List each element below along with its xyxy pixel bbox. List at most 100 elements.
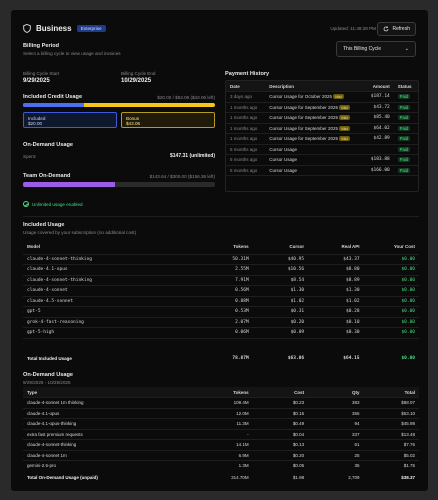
included-value: $20.00 <box>28 121 43 126</box>
payment-amount: $43.72 <box>363 102 394 113</box>
payment-date: 1 months ago <box>226 133 266 145</box>
col-od-tokens: Tokens <box>197 387 253 398</box>
payment-tag: Mid <box>339 115 350 121</box>
included-usage-table-wrap: Model Tokens Cursor Real API Your Cost c… <box>23 240 419 339</box>
on-demand-row: claude-4.1-opus-thinking 11.3M $0.49 94 $45.… <box>23 418 419 430</box>
col-od-total: Total <box>363 387 419 398</box>
payment-date: 1 months ago <box>226 112 266 124</box>
payment-status: Paid <box>393 133 418 145</box>
paid-badge: Paid <box>397 125 411 131</box>
model-real-api-cost: $1.30 <box>308 285 364 297</box>
col-model: Model <box>23 240 198 255</box>
on-demand-total-tokens: 314.70M <box>231 474 249 480</box>
credit-progress-bar <box>23 103 215 107</box>
included-usage-row: claude-4-sonnet-thinking 7.91M $8.54 $8.89 $… <box>23 275 419 286</box>
payment-row[interactable]: 1 months ago Cursor Usage for September 2… <box>226 112 418 124</box>
usage-qty: 35 <box>308 460 364 470</box>
payment-description-text: Cursor Usage for September 2025 <box>269 136 339 142</box>
on-demand-row: extra fast premium requests - $0.04 337 $13.… <box>23 429 419 440</box>
usage-total: $88.07 <box>363 397 419 409</box>
usage-tokens: 12.0M <box>197 408 253 419</box>
model-name: claude-4-sonnet-thinking <box>23 275 198 286</box>
payment-row[interactable]: 1 months ago Cursor Usage for September 2… <box>226 123 418 134</box>
model-cursor-cost: $10.56 <box>252 264 309 276</box>
billing-dashboard: Business Enterprise Updated: 11:48:28 PM… <box>10 9 429 492</box>
paid-badge: Paid <box>397 136 411 142</box>
paid-badge: Paid <box>397 94 411 100</box>
payment-row[interactable]: 3 days ago Cursor Usage for October 2025 … <box>226 91 418 103</box>
model-your-cost: $0.00 <box>363 275 419 286</box>
payment-status: Paid <box>393 154 418 166</box>
model-tokens: 2.55M <box>197 264 253 276</box>
payment-description-text: Cursor Usage <box>269 157 298 163</box>
billing-cycle-select[interactable]: This Billing Cycle ⌄ <box>336 41 416 57</box>
model-real-api-cost: $8.80 <box>308 264 364 276</box>
spent-value: $147.31 (unlimited) <box>169 153 215 159</box>
usage-cost: $0.20 <box>252 450 309 461</box>
model-cursor-cost: $0.31 <box>252 306 309 318</box>
cycle-end-value: 10/29/2025 <box>121 78 152 84</box>
included-header-row: Model Tokens Cursor Real API Your Cost <box>23 240 419 255</box>
usage-qty: 61 <box>308 439 364 451</box>
payment-row[interactable]: 1 months ago Cursor Usage for September 2… <box>226 133 418 145</box>
on-demand-table-wrap[interactable]: Type Tokens Cost Qty Total claude-4-sonn… <box>23 387 419 470</box>
cycle-start-value: 9/29/2025 <box>23 78 50 84</box>
model-real-api-cost: $8.89 <box>308 275 364 286</box>
on-demand-total-row: Total On-Demand Usage (unpaid) 314.70M $… <box>23 472 419 483</box>
payment-description: Cursor Usage for September 2025 Mid <box>265 102 364 113</box>
paid-badge: Paid <box>397 167 411 173</box>
payment-status: Paid <box>393 91 418 103</box>
col-od-cost: Cost <box>252 387 309 398</box>
on-demand-title: On-Demand Usage <box>23 142 74 148</box>
bonus-value: $43.06 <box>126 121 141 126</box>
included-usage-row: gpt-5-high 0.06M $0.09 $0.30 $0.00 <box>23 327 419 339</box>
payment-date: 5 months ago <box>226 165 266 176</box>
on-demand-table: Type Tokens Cost Qty Total claude-4-sonn… <box>23 387 419 470</box>
col-type: Type <box>23 387 198 398</box>
on-demand-row: claude-4-sonnet 1m thinking 109.4M $0.23 38… <box>23 397 419 409</box>
payment-row[interactable]: 1 months ago Cursor Usage for September 2… <box>226 102 418 113</box>
usage-qty: 25 <box>308 450 364 461</box>
usage-tokens: 1.3M <box>197 460 253 470</box>
refresh-button[interactable]: Refresh <box>377 22 416 36</box>
payment-amount: $85.40 <box>363 112 394 124</box>
on-demand-row: claude-4-sonnet 1m 6.9M $0.20 25 $5.02 <box>23 450 419 461</box>
bonus-credit-box: Bonus $43.06 <box>121 112 215 128</box>
payment-date: 3 days ago <box>226 91 266 103</box>
included-total-real-api: $64.15 <box>343 355 360 361</box>
included-usage-row: claude-4.5-sonnet 0.88M $1.02 $1.02 $0.00 <box>23 296 419 307</box>
col-cursor: Cursor <box>252 240 309 255</box>
payment-header-row: Date Description Amount Status <box>226 81 418 92</box>
payment-date: 5 months ago <box>226 154 266 166</box>
model-tokens: 0.53M <box>197 306 253 318</box>
usage-tokens: 14.1M <box>197 439 253 451</box>
payment-tag: Mid <box>333 94 344 100</box>
usage-type: claude-4-sonnet 1m <box>23 450 198 461</box>
usage-type: claude-4.1-opus-thinking <box>23 418 198 430</box>
usage-tokens: 109.4M <box>197 397 253 409</box>
credit-summary: $20.00 / $63.06 ($43.06 left) <box>157 95 215 100</box>
payment-row[interactable]: 5 months ago Cursor Usage $166.00 Paid <box>226 165 418 176</box>
col-your-cost: Your Cost <box>363 240 419 255</box>
unlimited-note: Unlimited usage enabled <box>23 201 83 207</box>
billing-period-subtitle: Select a billing cycle to view usage and… <box>23 51 121 56</box>
refresh-label: Refresh <box>392 26 410 32</box>
payment-amount: $183.88 <box>363 154 394 166</box>
usage-tokens: 6.9M <box>197 450 253 461</box>
usage-qty: 355 <box>308 408 364 419</box>
model-cursor-cost: $0.09 <box>252 327 309 339</box>
included-total-cost: $0.00 <box>401 355 415 361</box>
included-usage-row: gpt-5 0.53M $0.31 $0.28 $0.00 <box>23 306 419 318</box>
model-tokens: 7.91M <box>197 275 253 286</box>
payment-status: Paid <box>393 165 418 176</box>
payment-row[interactable]: 5 months ago Cursor Usage Paid <box>226 144 418 155</box>
model-cursor-cost: $8.54 <box>252 275 309 286</box>
team-progress-fill <box>23 182 116 187</box>
model-cursor-cost: $1.30 <box>252 285 309 297</box>
usage-total: $7.76 <box>363 439 419 451</box>
model-name: claude-4-sonnet <box>23 285 198 297</box>
model-name: claude-4.1-opus <box>23 264 198 276</box>
payment-row[interactable]: 5 months ago Cursor Usage $183.88 Paid <box>226 154 418 166</box>
payment-amount: $166.00 <box>363 165 394 176</box>
on-demand-total-qty: 2,709 <box>348 474 360 480</box>
